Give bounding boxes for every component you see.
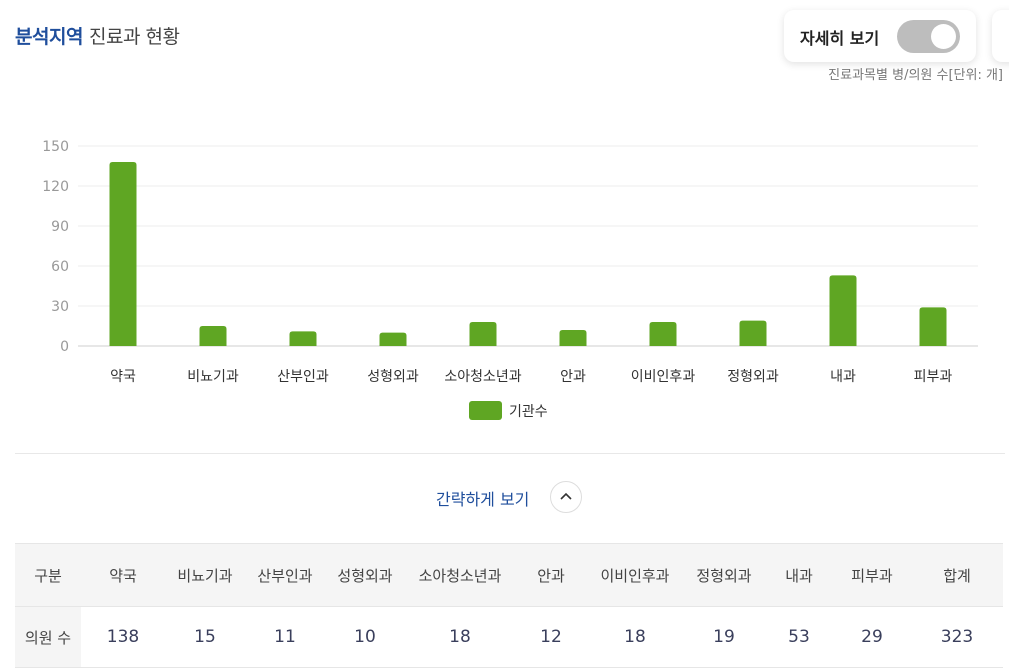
- x-tick-label: 산부인과: [277, 369, 329, 385]
- table-header: 피부과: [833, 543, 911, 607]
- table-cell: 138: [81, 606, 165, 668]
- x-tick-label: 성형외과: [367, 369, 419, 385]
- table-header: 내과: [765, 543, 833, 607]
- collapse-toggle[interactable]: 간략하게 보기: [0, 480, 1009, 516]
- table-cell: 11: [245, 606, 325, 668]
- y-tick-label: 0: [60, 339, 69, 355]
- x-tick-label: 정형외과: [727, 369, 779, 385]
- table-cell: 10: [325, 606, 405, 668]
- table-header-row: 구분 약국 비뇨기과 산부인과 성형외과 소아청소년과 안과 이비인후과 정형외…: [15, 543, 1003, 607]
- bar: [469, 322, 497, 346]
- bar: [559, 330, 587, 346]
- table-header: 약국: [81, 543, 165, 607]
- x-tick-label: 비뇨기과: [187, 369, 239, 385]
- table-row: 의원 수 138 15 11 10 18 12 18 19 53 29 323: [15, 606, 1003, 668]
- detail-toggle-card: 자세히 보기: [784, 10, 976, 62]
- title-region: 분석지역: [15, 26, 83, 48]
- next-card-edge: [992, 10, 1009, 62]
- section-divider: [15, 453, 1005, 454]
- table-cell: 15: [165, 606, 245, 668]
- table-cell: 53: [765, 606, 833, 668]
- table-cell: 29: [833, 606, 911, 668]
- chevron-up-icon: [560, 492, 572, 500]
- bar: [829, 275, 857, 346]
- bar: [649, 322, 677, 346]
- x-tick-label: 소아청소년과: [444, 369, 521, 385]
- bar-chart: 0 30 60 90 120 150 약국 비뇨기과 산부인과 성형외과 소아청소년과 안과 이비인후…: [42, 139, 978, 420]
- collapse-button[interactable]: [550, 481, 582, 513]
- legend-swatch: [469, 401, 502, 420]
- y-tick-label: 120: [42, 179, 69, 195]
- collapse-label: 간략하게 보기: [436, 490, 530, 509]
- y-tick-label: 30: [51, 299, 69, 315]
- bar: [109, 162, 137, 346]
- legend-label: 기관수: [509, 404, 548, 420]
- stats-table: 구분 약국 비뇨기과 산부인과 성형외과 소아청소년과 안과 이비인후과 정형외…: [15, 543, 1003, 668]
- table-cell: 19: [683, 606, 765, 668]
- table-header: 정형외과: [683, 543, 765, 607]
- table-header: 안과: [515, 543, 587, 607]
- table-cell: 323: [911, 606, 1003, 668]
- y-tick-label: 150: [42, 139, 69, 155]
- table-header: 산부인과: [245, 543, 325, 607]
- table-cell: 18: [405, 606, 515, 668]
- row-label: 의원 수: [15, 606, 81, 668]
- table-cell: 12: [515, 606, 587, 668]
- bar: [289, 331, 317, 346]
- x-tick-label: 약국: [110, 369, 136, 385]
- table-header: 소아청소년과: [405, 543, 515, 607]
- table-header: 성형외과: [325, 543, 405, 607]
- table-header: 이비인후과: [587, 543, 683, 607]
- detail-toggle-switch[interactable]: [897, 20, 960, 53]
- x-tick-label: 이비인후과: [631, 369, 696, 385]
- y-tick-label: 90: [51, 219, 69, 235]
- bar: [199, 326, 227, 346]
- table-header: 비뇨기과: [165, 543, 245, 607]
- x-tick-label: 내과: [830, 369, 856, 385]
- table-header: 합계: [911, 543, 1003, 607]
- y-tick-label: 60: [51, 259, 69, 275]
- table-cell: 18: [587, 606, 683, 668]
- bar: [739, 320, 767, 346]
- detail-toggle-label: 자세히 보기: [800, 29, 880, 48]
- bar: [919, 307, 947, 346]
- bar: [379, 332, 407, 346]
- title-text: 진료과 현황: [89, 26, 180, 48]
- page-title: 분석지역 진료과 현황: [15, 22, 180, 49]
- toggle-knob: [931, 24, 956, 49]
- x-tick-label: 안과: [560, 369, 586, 385]
- unit-note: 진료과목별 병/의원 수[단위: 개]: [828, 68, 1003, 83]
- table-header: 구분: [15, 543, 81, 607]
- x-tick-label: 피부과: [914, 369, 953, 385]
